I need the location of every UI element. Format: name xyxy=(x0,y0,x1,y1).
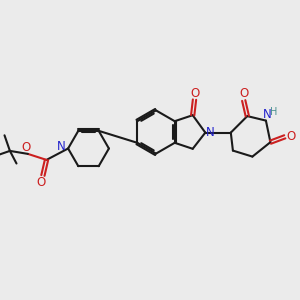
Text: O: O xyxy=(239,87,248,101)
Text: N: N xyxy=(57,140,66,153)
Text: H: H xyxy=(270,106,277,117)
Text: O: O xyxy=(37,176,46,189)
Text: O: O xyxy=(22,141,31,154)
Text: O: O xyxy=(190,86,199,100)
Text: N: N xyxy=(263,107,272,121)
Text: O: O xyxy=(287,130,296,143)
Text: N: N xyxy=(206,126,215,139)
